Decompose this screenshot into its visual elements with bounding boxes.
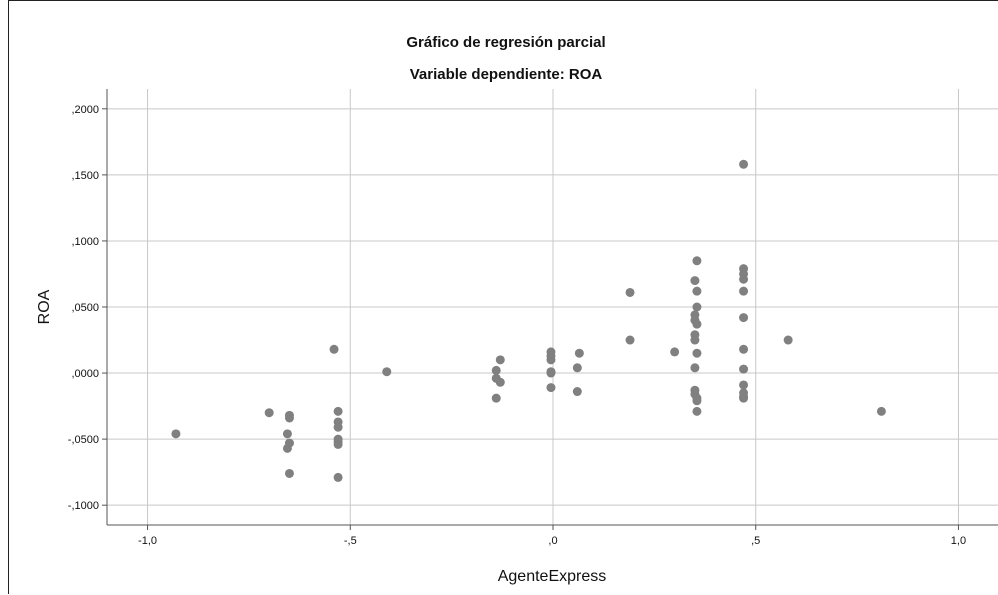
- data-point: [333, 472, 343, 482]
- data-point: [333, 422, 343, 432]
- data-point: [692, 286, 702, 296]
- data-point: [625, 335, 635, 345]
- grid-layer: [107, 89, 998, 525]
- data-point: [739, 344, 749, 354]
- data-point: [739, 159, 749, 169]
- data-point: [739, 313, 749, 323]
- data-point: [333, 439, 343, 449]
- data-point: [692, 396, 702, 406]
- data-point: [329, 344, 339, 354]
- data-point: [382, 367, 392, 377]
- data-point: [333, 406, 343, 416]
- data-point: [171, 429, 181, 439]
- y-tick-label: ,0000: [71, 368, 99, 380]
- x-tick-label: ,5: [751, 535, 760, 547]
- data-point: [546, 368, 556, 378]
- data-point: [625, 287, 635, 297]
- axes-layer: [102, 89, 998, 530]
- tick-labels: ,2000 ,1500 ,1000 ,0500 ,0000 -,0500 -,1000 -1,…: [68, 104, 966, 547]
- chart-subtitle: Variable dependiente: ROA: [410, 66, 603, 83]
- data-point: [572, 363, 582, 373]
- data-point: [495, 355, 505, 365]
- x-tick-label: -,5: [344, 535, 357, 547]
- data-point: [692, 406, 702, 416]
- data-point: [546, 383, 556, 393]
- data-point: [690, 335, 700, 345]
- data-point: [783, 335, 793, 345]
- x-tick-label: ,0: [548, 535, 557, 547]
- data-point: [739, 286, 749, 296]
- scatter-points: [171, 159, 886, 482]
- data-point: [739, 393, 749, 403]
- chart-frame: Gráfico de regresión parcial Variable de…: [8, 0, 998, 594]
- data-point: [574, 348, 584, 358]
- y-tick-label: ,0500: [71, 302, 99, 314]
- y-tick-label: ,2000: [71, 104, 99, 116]
- y-tick-label: -,1000: [68, 500, 99, 512]
- data-point: [491, 365, 501, 375]
- data-point: [739, 364, 749, 374]
- data-point: [546, 355, 556, 365]
- data-point: [495, 377, 505, 387]
- data-point: [739, 380, 749, 390]
- x-axis-title: AgenteExpress: [498, 568, 607, 585]
- data-point: [670, 347, 680, 357]
- data-point: [739, 274, 749, 284]
- data-point: [690, 276, 700, 286]
- data-point: [876, 406, 886, 416]
- x-tick-label: 1,0: [951, 535, 966, 547]
- data-point: [264, 408, 274, 418]
- data-point: [284, 410, 294, 420]
- x-tick-label: -1,0: [138, 535, 157, 547]
- y-tick-label: ,1500: [71, 170, 99, 182]
- y-tick-label: ,1000: [71, 236, 99, 248]
- data-point: [692, 256, 702, 266]
- data-point: [284, 438, 294, 448]
- data-point: [690, 363, 700, 373]
- y-tick-label: -,0500: [68, 434, 99, 446]
- data-point: [491, 393, 501, 403]
- chart-title: Gráfico de regresión parcial: [406, 34, 605, 51]
- data-point: [282, 429, 292, 439]
- data-point: [284, 468, 294, 478]
- partial-regression-chart: Gráfico de regresión parcial Variable de…: [36, 34, 998, 585]
- data-point: [692, 348, 702, 358]
- data-point: [572, 387, 582, 397]
- data-point: [692, 302, 702, 312]
- data-point: [692, 319, 702, 329]
- y-axis-title: ROA: [36, 289, 53, 324]
